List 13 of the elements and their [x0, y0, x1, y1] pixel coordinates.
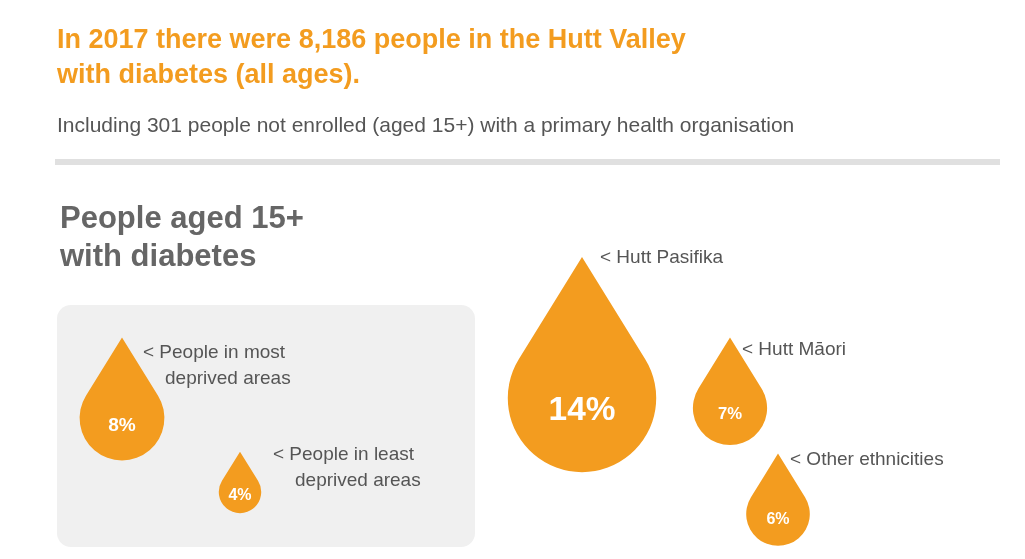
data-label: 7%: [717, 404, 743, 424]
data-label: 4%: [228, 486, 252, 504]
category-label: < People in least deprived areas: [273, 443, 421, 490]
text: People aged 15+ with diabetes: [59, 200, 304, 273]
text: Including 301 people not enrolled (aged 15+) with a primary health organisation: [57, 113, 795, 136]
category-label: < Other ethnicities: [790, 448, 944, 469]
category-label: < Hutt Pasifika: [600, 246, 724, 267]
category-label: < Hutt Māori: [742, 338, 847, 359]
data-label: 14%: [548, 390, 616, 428]
data-label: 6%: [766, 509, 790, 527]
data-label: 8%: [108, 413, 136, 435]
category-label: < People in most deprived areas: [143, 341, 291, 388]
text: In 2017 there were 8,186 people in the Hutt Valley with diabetes (all ages).: [56, 24, 686, 89]
